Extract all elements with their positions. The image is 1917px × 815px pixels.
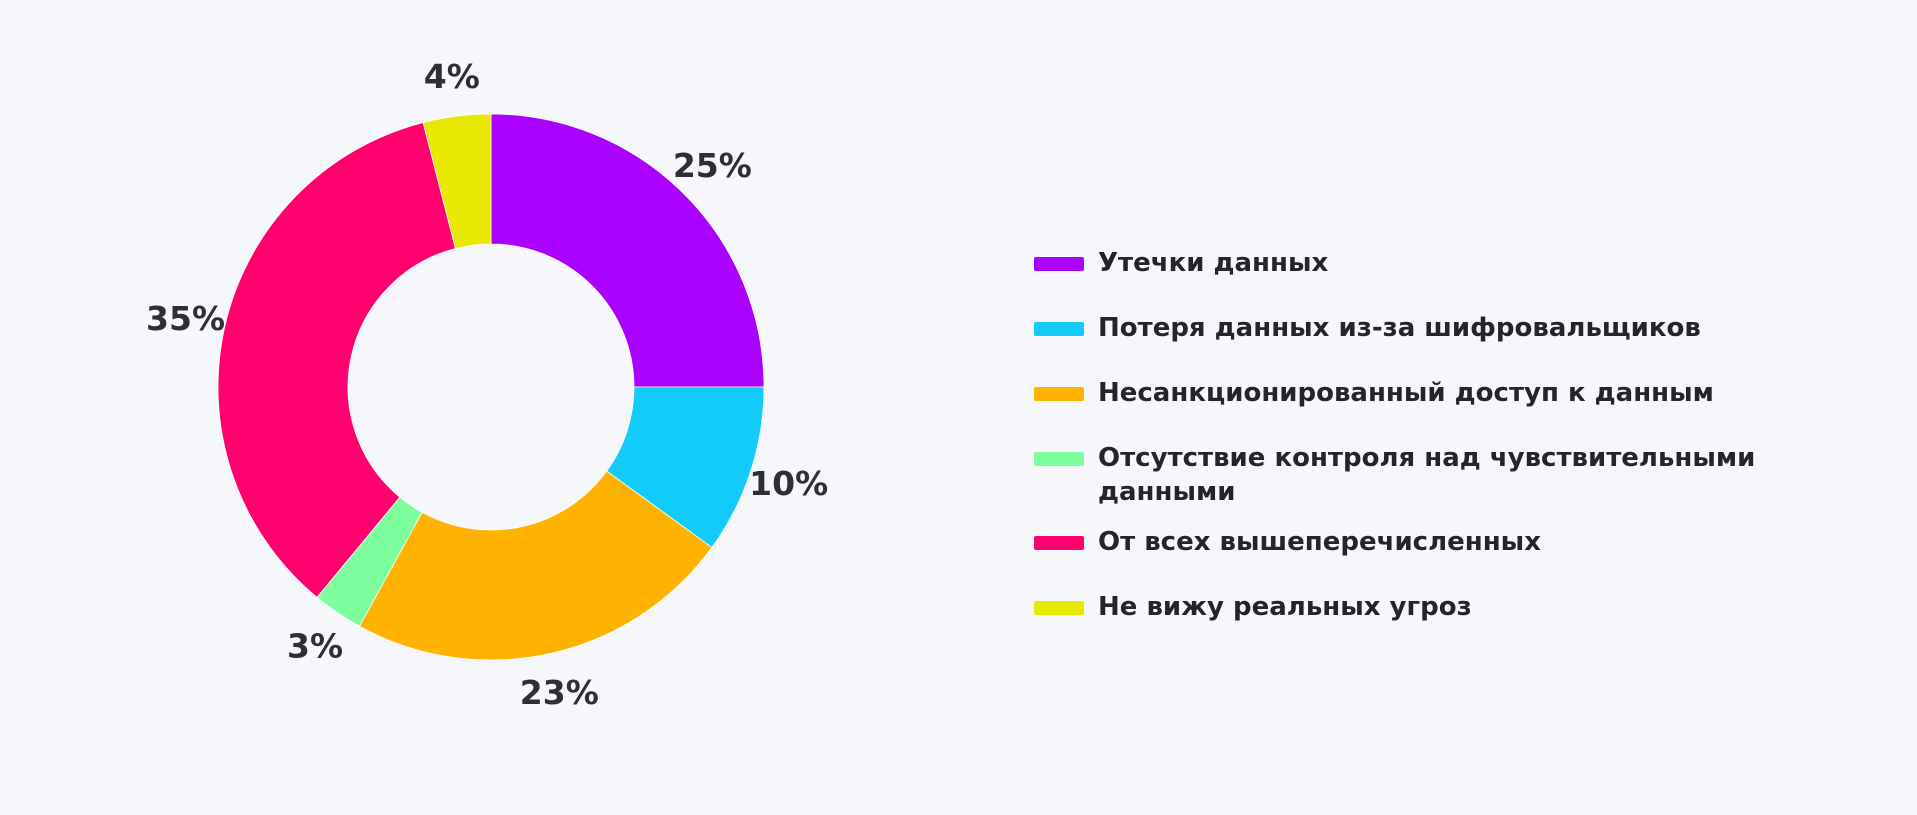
- donut-slice-1: [490, 113, 765, 388]
- data-label-3: 23%: [520, 673, 599, 712]
- legend: Утечки данных Потеря данных из-за шифрова…: [1034, 246, 1854, 655]
- legend-item: Утечки данных: [1034, 246, 1854, 280]
- legend-item: Потеря данных из-за шифровальщиков: [1034, 311, 1854, 345]
- slices-group: [217, 113, 765, 661]
- legend-swatch: [1034, 452, 1084, 466]
- legend-label: Не вижу реальных угроз: [1098, 592, 1472, 622]
- legend-item: Отсутствие контроля над чувствительными …: [1034, 441, 1854, 509]
- data-labels-group: 25% 10% 23% 3% 35% 4%: [146, 57, 828, 712]
- legend-swatch: [1034, 322, 1084, 336]
- legend-item: От всех вышеперечисленных: [1034, 525, 1854, 559]
- donut-slice-5: [217, 122, 456, 598]
- legend-label: Потеря данных из-за шифровальщиков: [1098, 313, 1701, 343]
- legend-label: Утечки данных: [1098, 248, 1329, 278]
- legend-swatch: [1034, 257, 1084, 271]
- donut-slice-3: [358, 470, 713, 661]
- legend-swatch: [1034, 387, 1084, 401]
- legend-swatch: [1034, 601, 1084, 615]
- legend-swatch: [1034, 536, 1084, 550]
- legend-label: Несанкционированный доступ к данным: [1098, 378, 1714, 408]
- legend-label: Отсутствие контроля над чувствительными …: [1098, 443, 1756, 507]
- legend-label: От всех вышеперечисленных: [1098, 527, 1541, 557]
- legend-item: Не вижу реальных угроз: [1034, 590, 1854, 624]
- data-label-6: 4%: [424, 57, 480, 96]
- donut-chart: 25% 10% 23% 3% 35% 4%: [146, 57, 828, 712]
- data-label-4: 3%: [287, 626, 343, 665]
- data-label-5: 35%: [146, 299, 225, 338]
- data-label-1: 25%: [673, 146, 752, 185]
- data-label-2: 10%: [749, 464, 828, 503]
- donut-slice-6: [422, 113, 492, 249]
- legend-item: Несанкционированный доступ к данным: [1034, 376, 1854, 410]
